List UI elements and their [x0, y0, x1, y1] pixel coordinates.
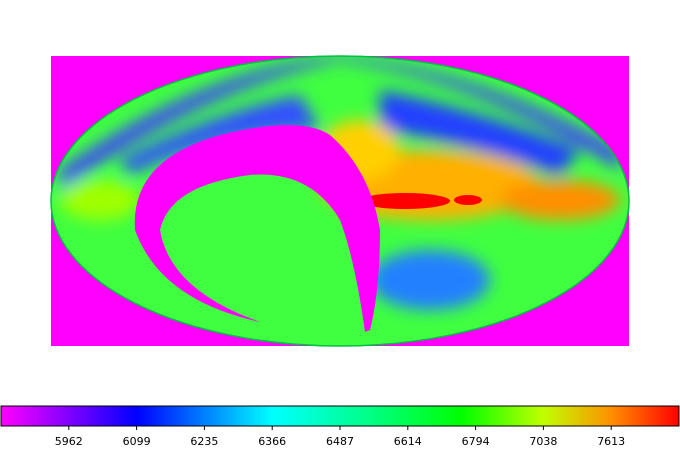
- map-data: [51, 56, 629, 346]
- colorbar: 5962 6099 6235 6366 6487 6614 6794 7038 7613: [0, 405, 680, 448]
- map: [50, 55, 630, 347]
- colorbar-tick-label: 6235: [190, 435, 218, 448]
- colorbar-tick-label: 7038: [529, 435, 557, 448]
- colorbar-tick-label: 7613: [597, 435, 625, 448]
- colorbar-tick-label: 6099: [123, 435, 151, 448]
- colorbar-gradient: [0, 405, 680, 427]
- colorbar-tick-label: 6487: [326, 435, 354, 448]
- colorbar-tick-label: 6794: [462, 435, 490, 448]
- colorbar-tick-label: 5962: [55, 435, 83, 448]
- colorbar-tick-label: 6614: [394, 435, 422, 448]
- colorbar-ticks: 5962 6099 6235 6366 6487 6614 6794 7038 7613: [55, 426, 625, 448]
- colorbar-tick-label: 6366: [258, 435, 286, 448]
